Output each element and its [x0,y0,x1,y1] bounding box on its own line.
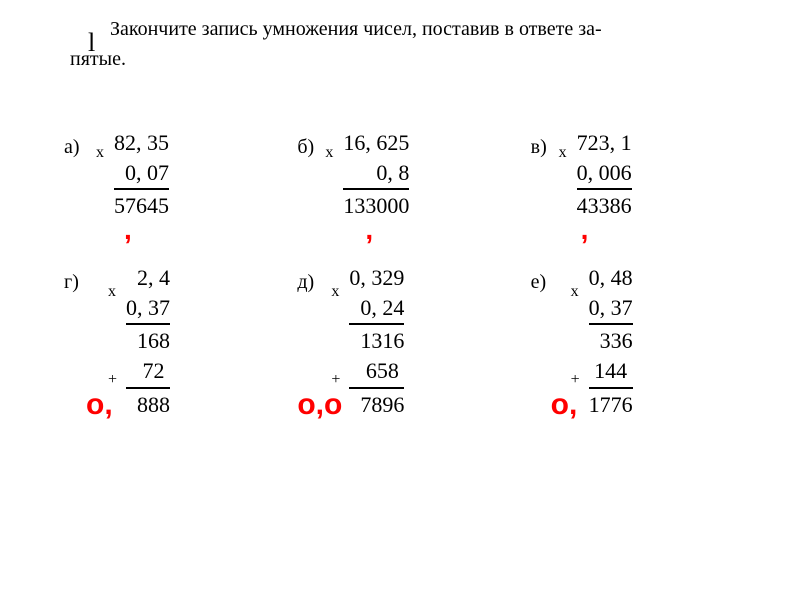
multiplier: 0, 006 [577,158,632,188]
multiplicand: 16, 625 [343,128,409,158]
result: 7896 [349,390,404,420]
times-sign: x [108,281,116,303]
annotation-zero-comma: о, [86,385,113,426]
annotation-comma: , [365,211,373,249]
multiplier: 0, 37 [589,293,633,323]
problem-label: д) [297,271,314,294]
result: 1776 [589,390,633,420]
problem-label: а) [64,136,80,159]
rule-line [349,387,404,389]
multiplier: 0, 24 [349,293,404,323]
annotation-comma: , [124,211,132,249]
problems-grid: а) 82, 35 x 0, 07 57645 , б) 16, 625 x 0… [70,128,760,420]
partial2: 72 [126,356,170,386]
multiplier: 0, 37 [126,293,170,323]
partial2: 144 [589,356,633,386]
instruction-line1: Закончите запись умножения чисел, постав… [110,18,602,40]
rule-line [577,188,632,190]
times-sign: x [559,142,567,164]
annotation-zero-comma: о, [551,385,578,426]
problem-label: е) [531,271,547,294]
partial1: 168 [126,326,170,356]
rule-line [114,188,169,190]
rule-line [349,323,404,325]
rule-line [589,323,633,325]
problem-label: в) [531,136,547,159]
annotation-comma: , [581,211,589,249]
problem-v: в) 723, 1 x 0, 006 43386 , [537,128,760,221]
partial1: 336 [589,326,633,356]
problem-e: е) 0, 48 x 0, 37 336 + 144 1776 о, [537,263,760,419]
multiplicand: 2, 4 [126,263,170,293]
problem-a: а) 82, 35 x 0, 07 57645 , [70,128,293,221]
partial2: 658 [349,356,404,386]
problem-label: б) [297,136,314,159]
multiplicand: 0, 48 [589,263,633,293]
rule-line [589,387,633,389]
problem-g: г) 2, 4 x 0, 37 168 + 72 888 о, [70,263,293,419]
problem-label: г) [64,271,79,294]
annotation-zero-comma: о,о [297,385,342,426]
problem-d: д) 0, 329 x 0, 24 1316 + 658 7896 о,о [303,263,526,419]
multiplicand: 723, 1 [577,128,632,158]
rule-line [343,188,409,190]
times-sign: x [96,142,104,164]
problem-b: б) 16, 625 x 0, 8 133000 , [303,128,526,221]
instruction-text: Закончите запись умножения чисел, постав… [110,14,780,74]
result: 888 [126,390,170,420]
result: 57645 [114,191,169,221]
multiplicand: 0, 329 [349,263,404,293]
multiplicand: 82, 35 [114,128,169,158]
instruction-line2: пятые. [70,48,126,70]
times-sign: x [331,281,339,303]
times-sign: x [325,142,333,164]
partial1: 1316 [349,326,404,356]
rule-line [126,387,170,389]
multiplier: 0, 07 [114,158,169,188]
times-sign: x [571,281,579,303]
result: 133000 [343,191,409,221]
rule-line [126,323,170,325]
multiplier: 0, 8 [343,158,409,188]
